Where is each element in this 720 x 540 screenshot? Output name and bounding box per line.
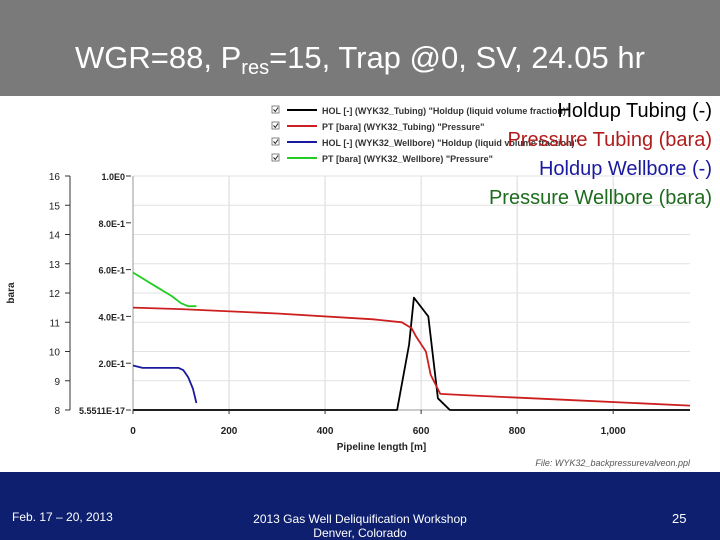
left-axis-tick-label: 10 <box>49 348 61 359</box>
footer-date: Feb. 17 – 20, 2013 <box>12 510 113 524</box>
overlay-legend-item: Holdup Wellbore (-) <box>538 158 712 180</box>
legend-layer: HOL [-] (WYK32_Tubing) "Holdup (liquid v… <box>271 105 579 164</box>
legend-check-icon <box>273 123 279 129</box>
holdup-axis-tick-label: 8.0E-1 <box>98 219 125 229</box>
legend-checkbox-icon <box>271 137 280 146</box>
holdup-axis-tick-label: 4.0E-1 <box>98 312 125 322</box>
legend-label: HOL [-] (WYK32_Tubing) "Holdup (liquid v… <box>322 106 570 116</box>
title-subscript: res <box>241 57 270 79</box>
left-axis-tick-label: 15 <box>49 201 61 212</box>
series-line-4 <box>132 271 197 308</box>
series-layer <box>132 271 691 411</box>
left-axis-tick-label: 11 <box>50 318 61 329</box>
series-line-3 <box>132 364 198 404</box>
holdup-axis-tick-label: 1.0E0 <box>101 172 125 182</box>
left-axis-tick-label: 14 <box>49 231 61 242</box>
footer-workshop: 2013 Gas Well Deliquification Workshop D… <box>200 512 520 540</box>
legend-checkbox-icon <box>271 121 280 130</box>
holdup-axis-tick-label: 2.0E-1 <box>98 359 125 369</box>
x-axis-tick-label: 400 <box>317 426 334 437</box>
overlay-legend-item: Pressure Tubing (bara) <box>507 129 712 151</box>
left-axis-tick-label: 12 <box>49 289 61 300</box>
overlay-legend-item: Pressure Wellbore (bara) <box>488 187 712 209</box>
title-rest: =15, Trap @0, SV, 24.05 hr <box>269 40 645 75</box>
legend-checkbox-icon <box>271 105 280 114</box>
page-number: 25 <box>672 511 687 526</box>
x-axis-tick-label: 0 <box>130 426 136 437</box>
legend-check-icon <box>273 107 279 113</box>
legend-label: PT [bara] (WYK32_Wellbore) "Pressure" <box>322 154 493 164</box>
x-axis-title: Pipeline length [m] <box>337 442 426 453</box>
file-label: File: WYK32_backpressurevalveon.ppl <box>535 458 691 468</box>
title-main: WGR=88, P <box>75 40 242 75</box>
footer-bar: Feb. 17 – 20, 2013 2013 Gas Well Deliqui… <box>0 472 720 540</box>
x-axis-tick-label: 600 <box>413 426 430 437</box>
left-axis-title: bara <box>6 282 17 304</box>
grid-layer <box>133 175 690 410</box>
x-axis-tick-label: 1,000 <box>601 426 626 437</box>
legend-check-icon <box>273 139 279 145</box>
left-axis-tick-label: 9 <box>54 377 60 388</box>
axis-layer: 8 9 10 11 12 13 14 15 16 bara 5.5511E-17 2.0E-1 4.0E… <box>6 172 691 468</box>
x-axis-tick-label: 800 <box>509 426 526 437</box>
chart-canvas: 8 9 10 11 12 13 14 15 16 bara 5.5511E-17 2.0E-1 4.0E… <box>6 105 691 468</box>
left-axis-tick-label: 8 <box>54 406 60 417</box>
overlay-legend-item: Holdup Tubing (-) <box>557 100 712 122</box>
holdup-axis-tick-label: 5.5511E-17 <box>79 406 125 416</box>
left-axis-tick-label: 13 <box>49 260 61 271</box>
slide-title: WGR=88, Pres=15, Trap @0, SV, 24.05 hr <box>0 40 720 80</box>
legend-checkbox-icon <box>271 153 280 162</box>
legend-label: HOL [-] (WYK32_Wellbore) "Holdup (liquid… <box>322 138 579 148</box>
left-axis-tick-label: 16 <box>49 172 61 183</box>
title-bar: WGR=88, Pres=15, Trap @0, SV, 24.05 hr <box>0 0 720 96</box>
legend-label: PT [bara] (WYK32_Tubing) "Pressure" <box>322 122 484 132</box>
holdup-axis-tick-label: 6.0E-1 <box>98 266 125 276</box>
footer-workshop-line1: 2013 Gas Well Deliquification Workshop <box>253 512 467 526</box>
series-line-1 <box>133 296 690 411</box>
legend-check-icon <box>273 155 279 161</box>
footer-workshop-line2: Denver, Colorado <box>313 526 407 540</box>
x-axis-tick-label: 200 <box>221 426 238 437</box>
series-line-2 <box>132 306 691 407</box>
